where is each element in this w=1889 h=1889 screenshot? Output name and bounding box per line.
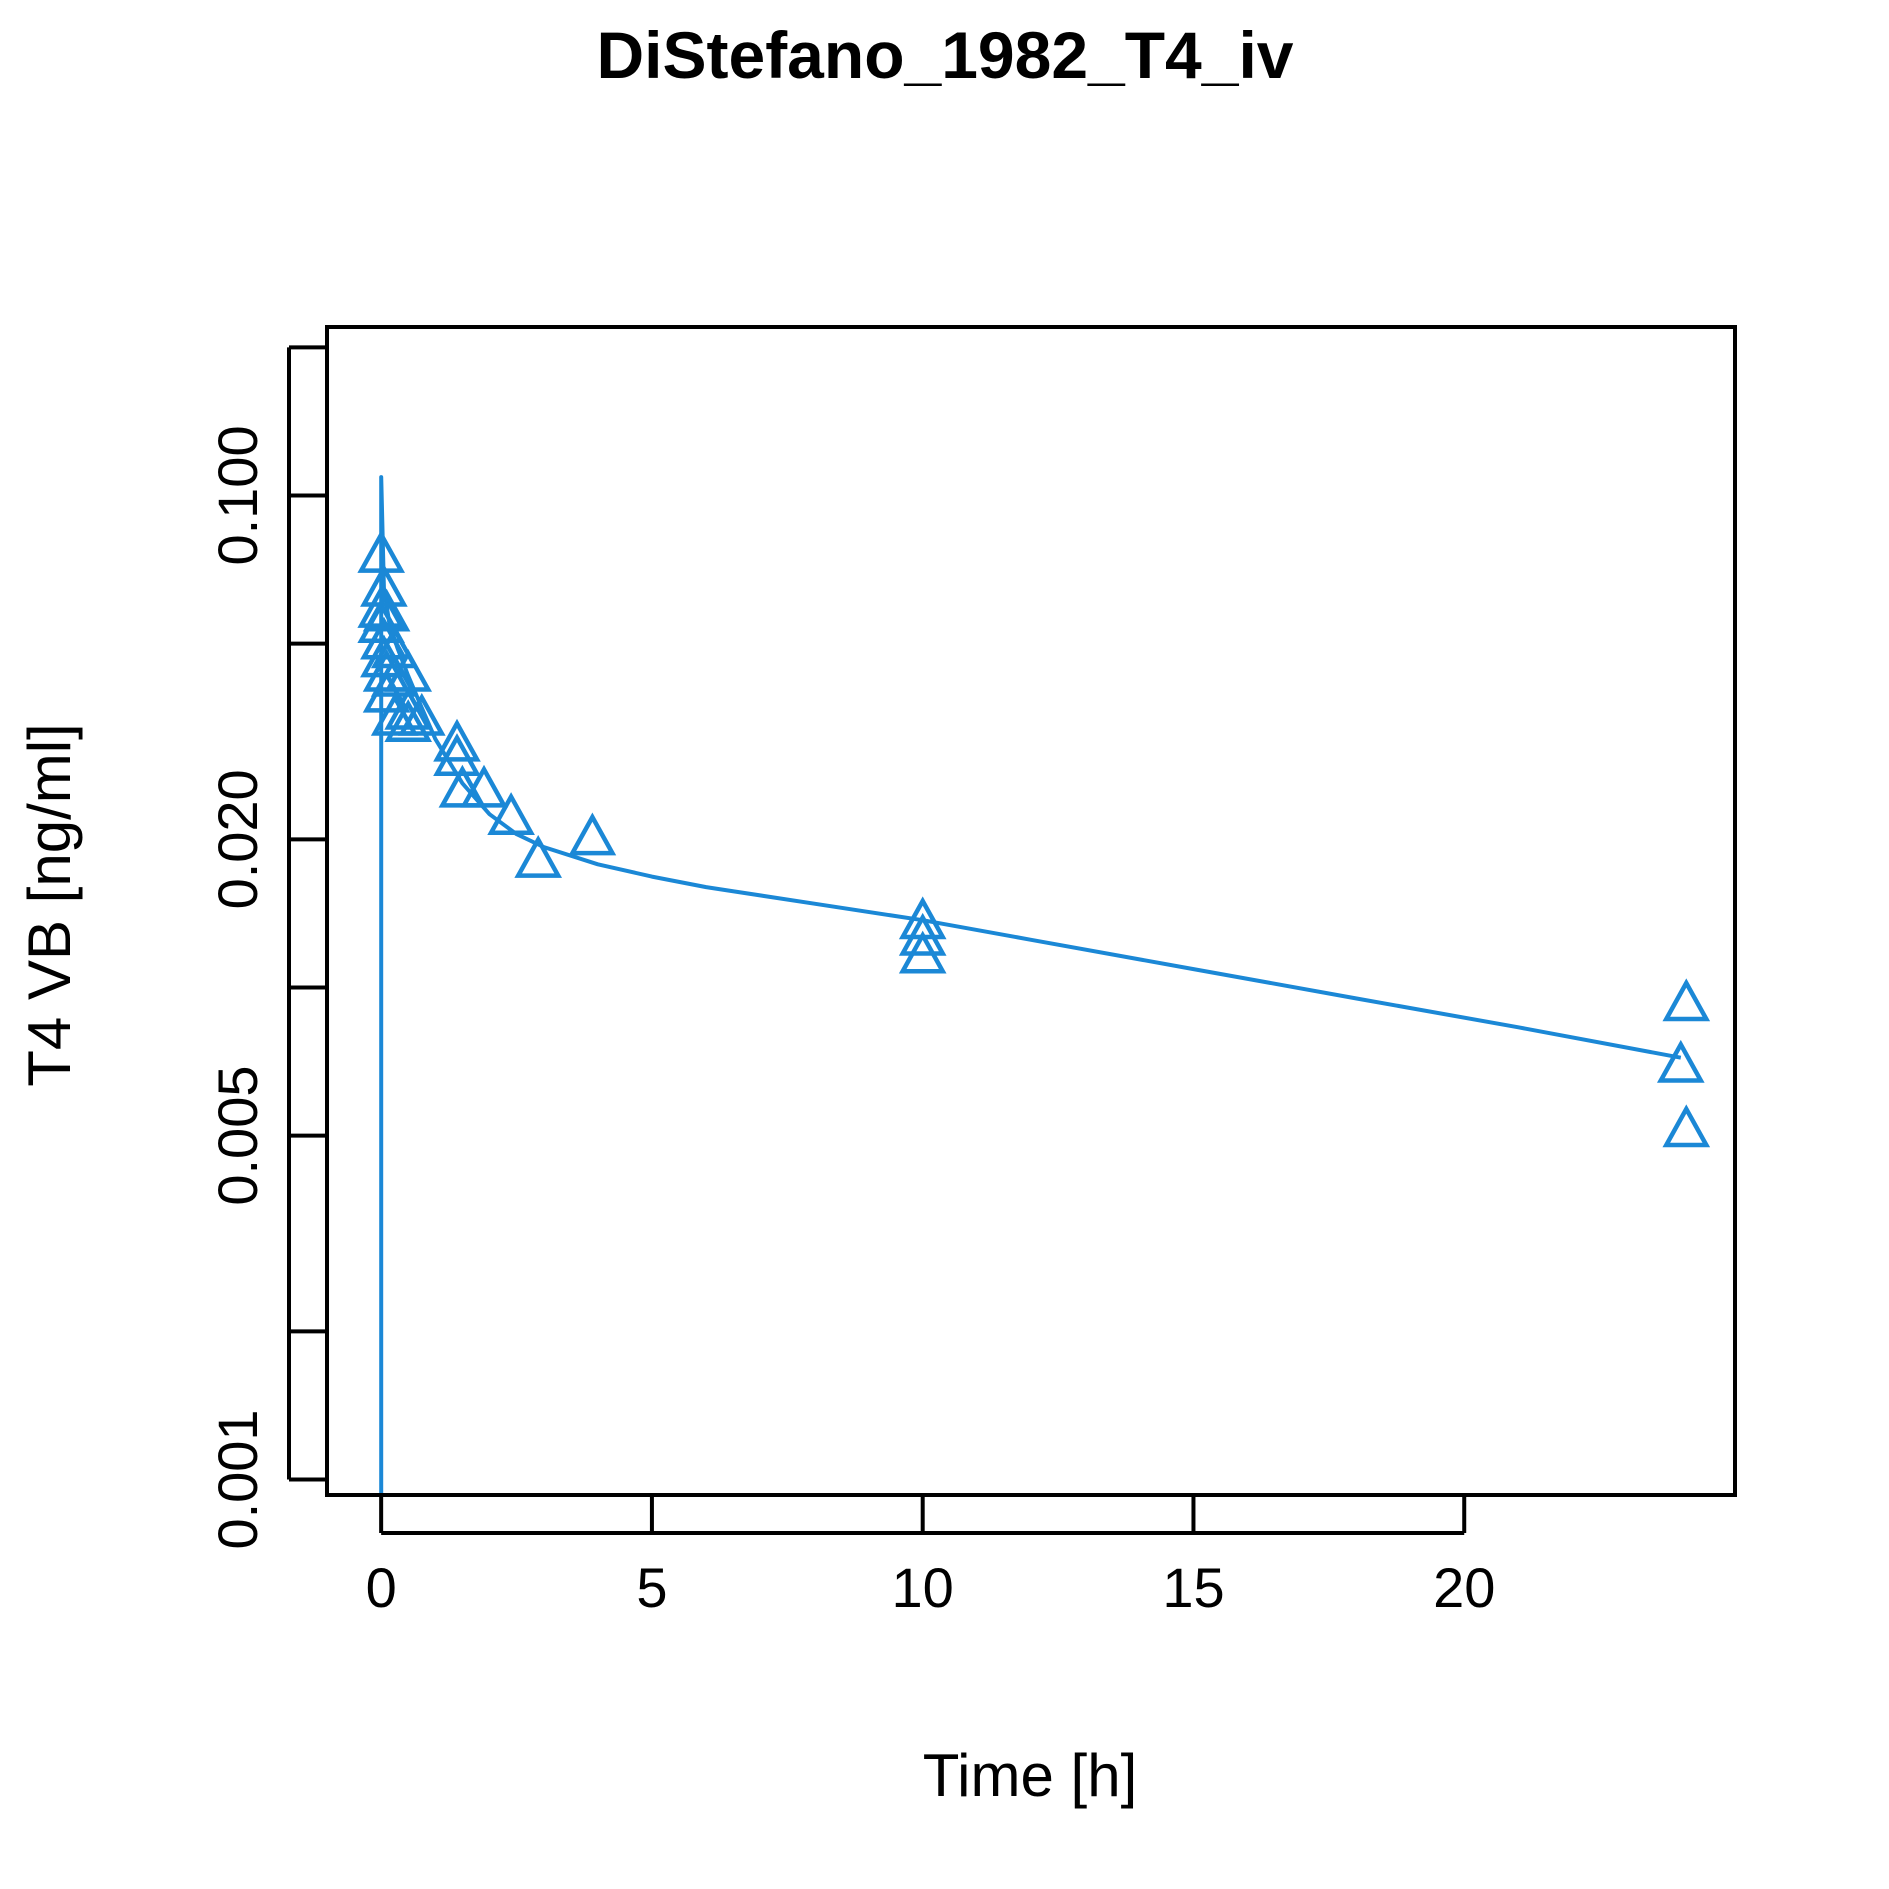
data-point-triangle — [1662, 1104, 1711, 1148]
x-tick-label: 10 — [892, 1556, 954, 1619]
data-point-triangle — [362, 588, 411, 632]
y-axis: 0.001 0.005 0.020 0.100 — [206, 345, 327, 1550]
data-point-triangle — [384, 699, 433, 742]
data-point-triangle — [384, 686, 433, 730]
data-point-triangle — [370, 625, 419, 669]
y-tick-label: 0.100 — [206, 425, 269, 565]
y-tick-label: 0.020 — [206, 769, 269, 909]
x-tick-label: 0 — [366, 1556, 397, 1619]
x-tick-label: 20 — [1433, 1556, 1495, 1619]
plot-layer — [357, 475, 1711, 1495]
data-point-triangle — [898, 912, 947, 956]
x-axis: 0 5 10 15 20 — [366, 1495, 1495, 1619]
x-axis-label: Time [h] — [923, 1742, 1137, 1809]
data-point-triangle — [360, 563, 408, 607]
chart-title: DiStefano_1982_T4_iv — [596, 18, 1293, 92]
data-point-triangle — [370, 692, 419, 736]
y-axis-label: T4 VB [ng/ml] — [16, 723, 83, 1086]
data-point-triangle — [568, 812, 617, 856]
data-point-triangle — [433, 733, 481, 776]
data-point-triangle — [460, 764, 508, 808]
data-point-triangle — [898, 930, 947, 974]
data-point-triangle — [433, 718, 481, 762]
y-tick-label: 0.005 — [206, 1066, 269, 1206]
data-point-triangle — [487, 792, 535, 835]
y-tick-label: 0.001 — [206, 1409, 269, 1549]
plot-frame — [325, 325, 1737, 1497]
model-fit-line — [379, 475, 1682, 1495]
x-tick-label: 15 — [1162, 1556, 1224, 1619]
data-point-triangle — [1656, 1039, 1705, 1083]
x-tick-label: 5 — [636, 1556, 667, 1619]
data-point-triangle — [1662, 978, 1711, 1022]
data-point-triangle — [514, 834, 563, 878]
data-point-triangle — [397, 692, 446, 736]
